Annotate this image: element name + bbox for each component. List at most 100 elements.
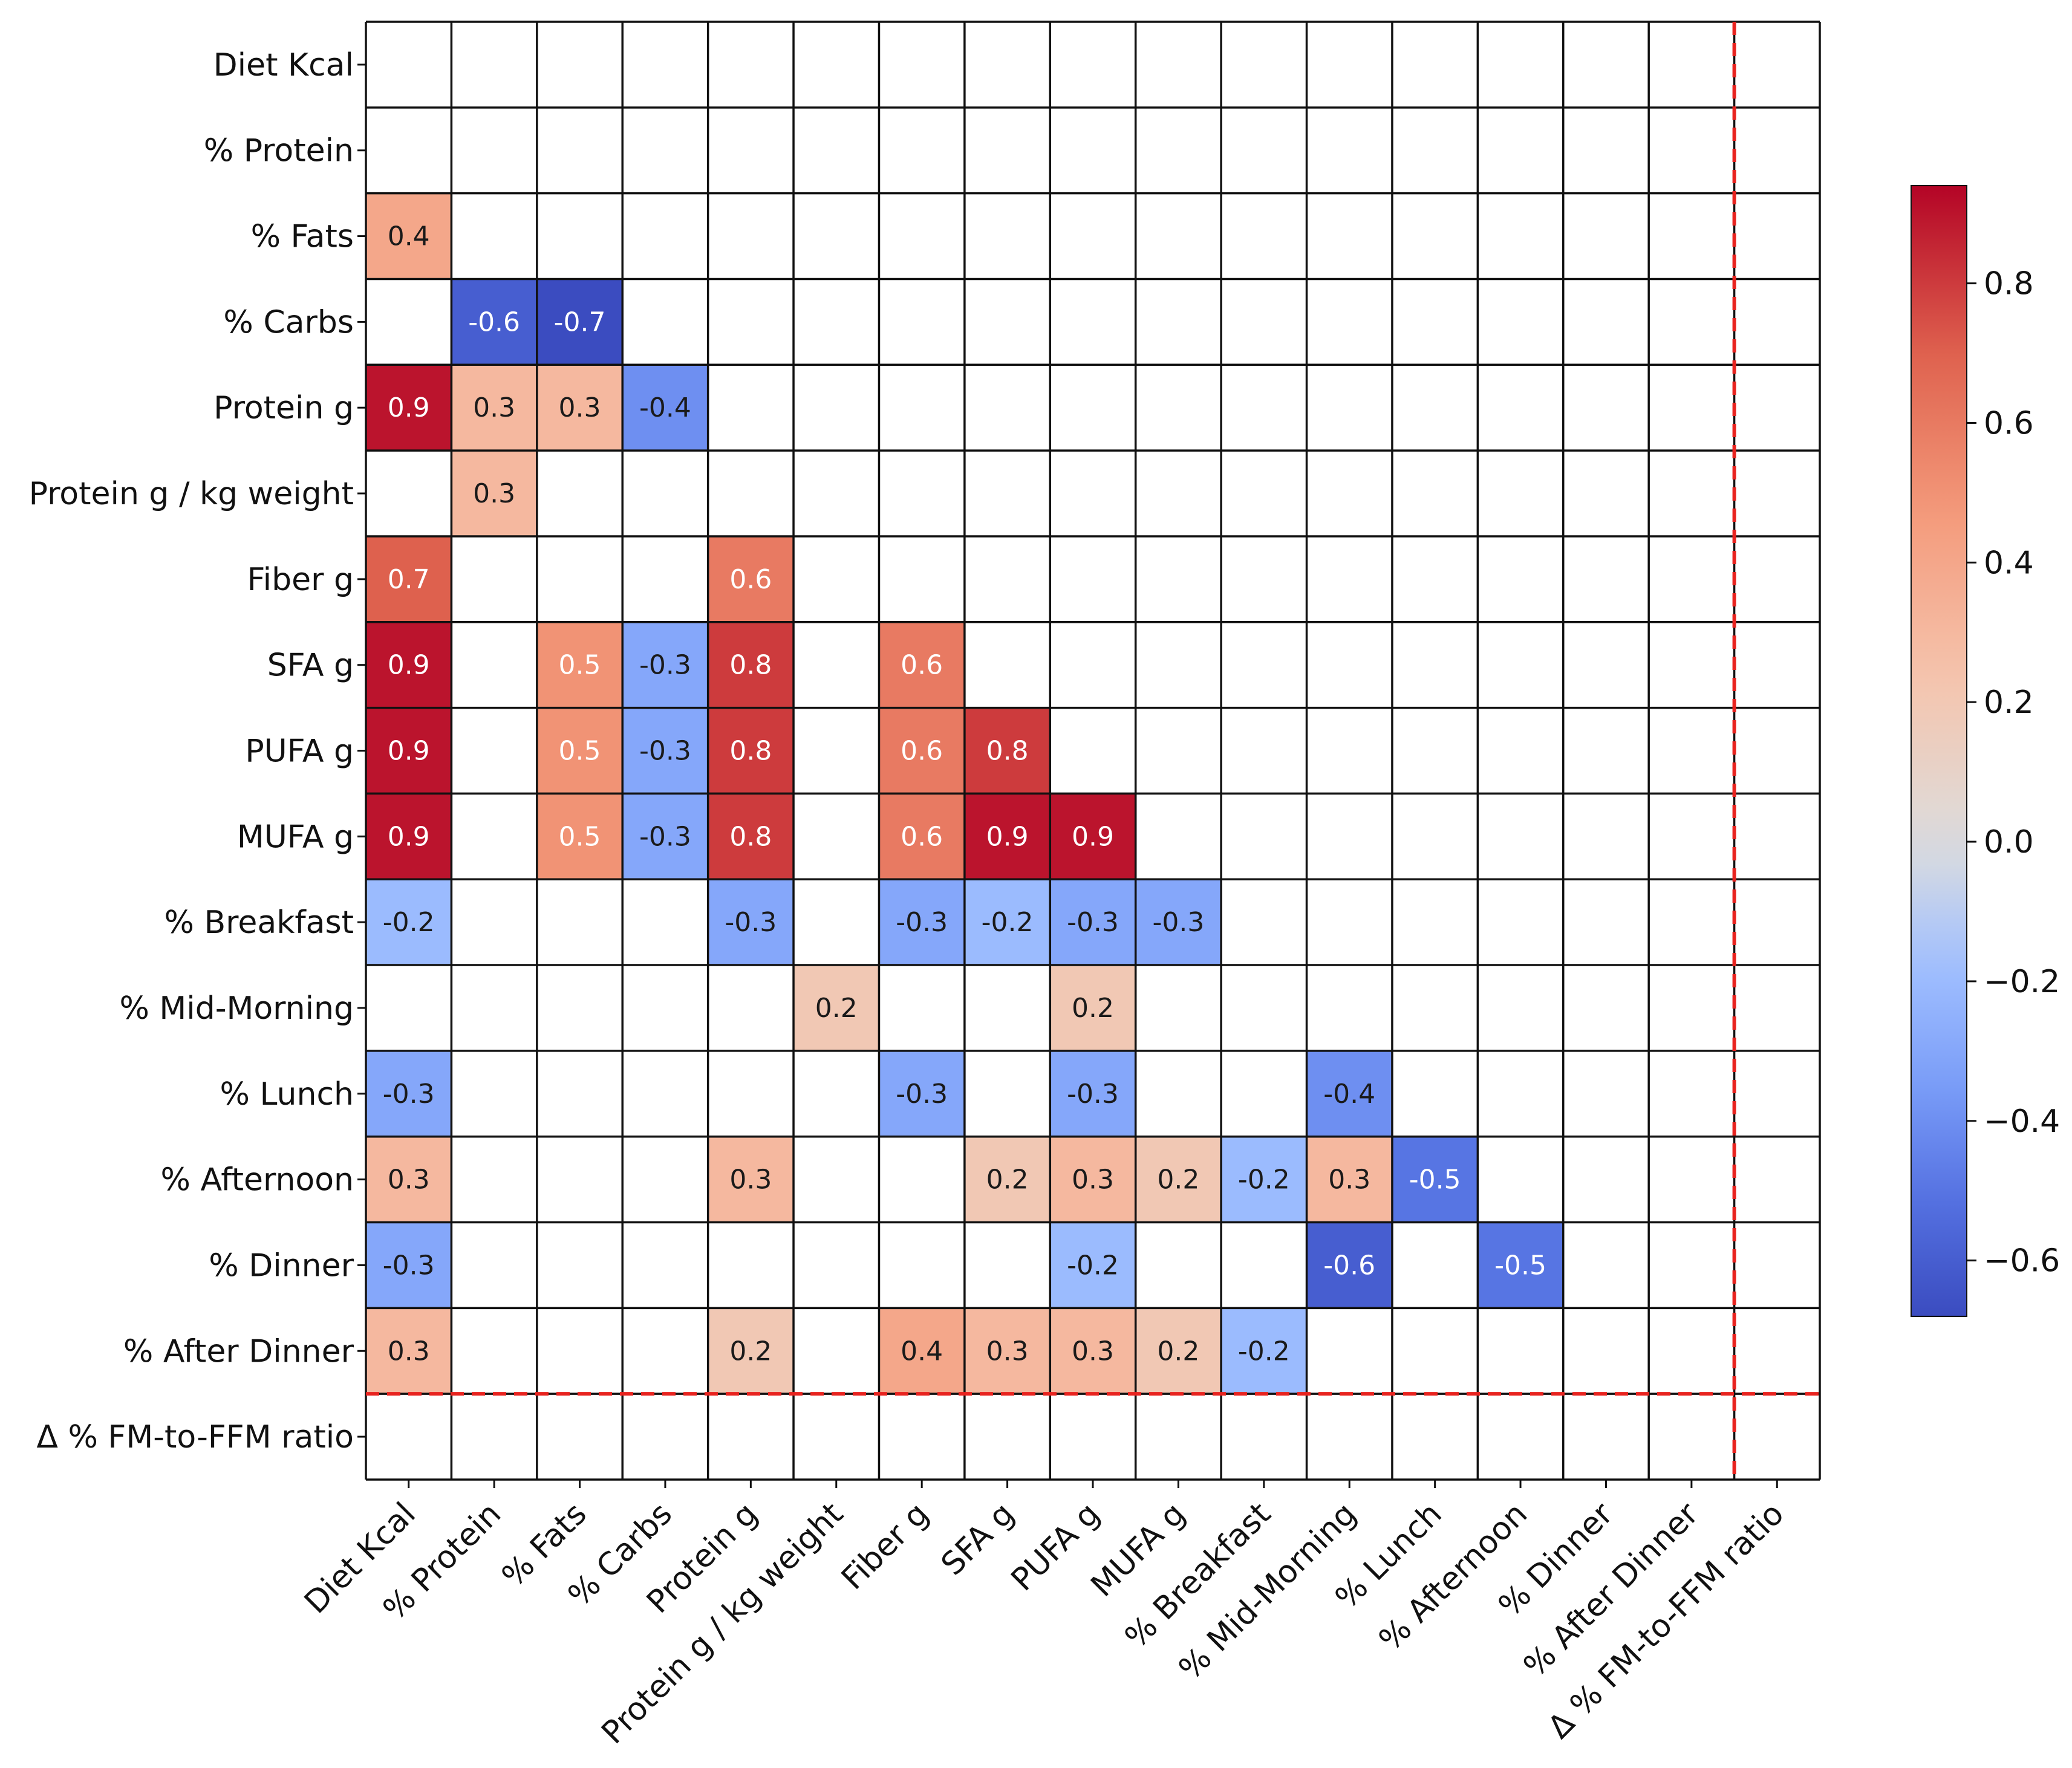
cell-value: 0.8 xyxy=(986,736,1029,767)
heatmap-cell xyxy=(879,793,965,880)
heatmap-cell xyxy=(1135,1136,1222,1223)
heatmap-cell xyxy=(366,1308,452,1394)
cell-value: -0.3 xyxy=(1152,907,1204,938)
cell-value: 0.3 xyxy=(559,392,601,423)
heatmap-cell xyxy=(451,450,537,536)
cell-value: -0.3 xyxy=(639,650,691,681)
heatmap-cell xyxy=(964,707,1051,794)
heatmap-cell xyxy=(366,365,452,451)
cell-value: -0.3 xyxy=(896,907,948,938)
heatmap-cell xyxy=(366,1136,452,1223)
row-label: % Mid-Morning xyxy=(119,990,354,1027)
cell-value: 0.9 xyxy=(986,821,1029,852)
heatmap-cell xyxy=(1135,879,1222,966)
heatmap-cell xyxy=(451,365,537,451)
colorbar-tick-label: −0.4 xyxy=(1984,1103,2060,1140)
cell-value: 0.4 xyxy=(901,1336,943,1367)
heatmap-cell xyxy=(708,1136,794,1223)
cell-value: 0.3 xyxy=(388,1165,430,1195)
heatmap-cell xyxy=(708,707,794,794)
heatmap-cell xyxy=(366,193,452,279)
cell-value: -0.3 xyxy=(383,1079,435,1110)
heatmap-cell xyxy=(964,1136,1051,1223)
heatmap-cell xyxy=(879,622,965,708)
cell-value: 0.6 xyxy=(901,736,943,767)
heatmap-cell xyxy=(536,365,623,451)
heatmap-cell xyxy=(1306,1222,1392,1308)
heatmap-cell xyxy=(366,1050,452,1137)
row-labels: Diet Kcal % Protein % Fats % Carbs Protein g… xyxy=(29,47,366,1455)
row-label: % Afternoon xyxy=(161,1162,354,1198)
row-label: % Lunch xyxy=(220,1076,354,1113)
heatmap-cell xyxy=(964,1308,1051,1394)
cell-value: 0.3 xyxy=(1072,1165,1114,1195)
row-label: Protein g / kg weight xyxy=(29,476,354,512)
heatmap-cell xyxy=(708,536,794,622)
cell-value: 0.8 xyxy=(729,650,772,681)
colorbar-gradient xyxy=(1911,186,1967,1316)
cell-value: -0.3 xyxy=(1067,907,1119,938)
cell-value: 0.6 xyxy=(901,650,943,681)
cell-value: -0.2 xyxy=(1067,1250,1119,1281)
cell-value: 0.3 xyxy=(1072,1336,1114,1367)
cell-value: -0.2 xyxy=(383,907,435,938)
heatmap-cell xyxy=(366,793,452,880)
heatmap-cell xyxy=(366,707,452,794)
heatmap-cell xyxy=(536,793,623,880)
heatmap-cell xyxy=(1050,879,1136,966)
heatmap-cell xyxy=(1050,1308,1136,1394)
column-label: Fiber g xyxy=(835,1496,936,1597)
cell-value: 0.3 xyxy=(729,1165,772,1195)
heatmap-cell xyxy=(1050,1222,1136,1308)
cell-value: 0.3 xyxy=(1328,1165,1370,1195)
cell-value: -0.3 xyxy=(725,907,777,938)
cell-value: 0.2 xyxy=(1157,1165,1199,1195)
cell-value: 0.2 xyxy=(729,1336,772,1367)
row-label: Diet Kcal xyxy=(213,47,354,83)
cell-value: -0.2 xyxy=(982,907,1034,938)
heatmap-cell xyxy=(622,622,708,708)
heatmap-cell xyxy=(536,707,623,794)
cell-value: 0.8 xyxy=(729,736,772,767)
cell-value: -0.3 xyxy=(1067,1079,1119,1110)
row-label: PUFA g xyxy=(245,733,354,770)
cell-value: -0.3 xyxy=(639,736,691,767)
cell-value: 0.3 xyxy=(473,392,515,423)
cell-value: -0.3 xyxy=(896,1079,948,1110)
cell-value: -0.2 xyxy=(1238,1336,1290,1367)
cell-value: 0.9 xyxy=(388,736,430,767)
row-label: SFA g xyxy=(267,648,354,684)
cell-value: 0.5 xyxy=(559,736,601,767)
heatmap-cell xyxy=(793,965,879,1051)
colorbar: 0.8 0.6 0.4 0.2 0.0 −0.2 −0.4 −0.6 xyxy=(1911,185,2060,1317)
cell-value: -0.3 xyxy=(639,821,691,852)
heatmap-cell xyxy=(964,793,1051,880)
cell-value: -0.3 xyxy=(383,1250,435,1281)
cell-value: 0.2 xyxy=(986,1165,1029,1195)
heatmap-cell xyxy=(1221,1308,1307,1394)
row-label: Fiber g xyxy=(247,562,354,598)
heatmap-cell xyxy=(879,1308,965,1394)
cell-value: 0.5 xyxy=(559,650,601,681)
cell-value: -0.5 xyxy=(1409,1165,1461,1195)
heatmap-cell xyxy=(1477,1222,1563,1308)
colorbar-frame xyxy=(1911,185,1967,1317)
cell-value: 0.3 xyxy=(473,478,515,509)
colorbar-tick-label: −0.6 xyxy=(1984,1243,2060,1279)
row-label: % After Dinner xyxy=(123,1333,354,1370)
cell-value: 0.6 xyxy=(901,821,943,852)
heatmap-cell xyxy=(622,793,708,880)
heatmap-cell xyxy=(879,707,965,794)
cell-value: -0.4 xyxy=(639,392,691,423)
colorbar-tick-label: 0.6 xyxy=(1984,405,2034,441)
heatmap-cell xyxy=(708,793,794,880)
row-label: Δ % FM-to-FFM ratio xyxy=(36,1419,354,1455)
cell-value: 0.8 xyxy=(729,821,772,852)
row-label: % Fats xyxy=(251,219,354,255)
row-label: Protein g xyxy=(213,390,354,426)
heatmap-cell xyxy=(879,879,965,966)
cell-value: 0.9 xyxy=(388,821,430,852)
heatmap-cell xyxy=(879,1050,965,1137)
cell-value: 0.9 xyxy=(1072,821,1114,852)
heatmap-cell xyxy=(366,536,452,622)
